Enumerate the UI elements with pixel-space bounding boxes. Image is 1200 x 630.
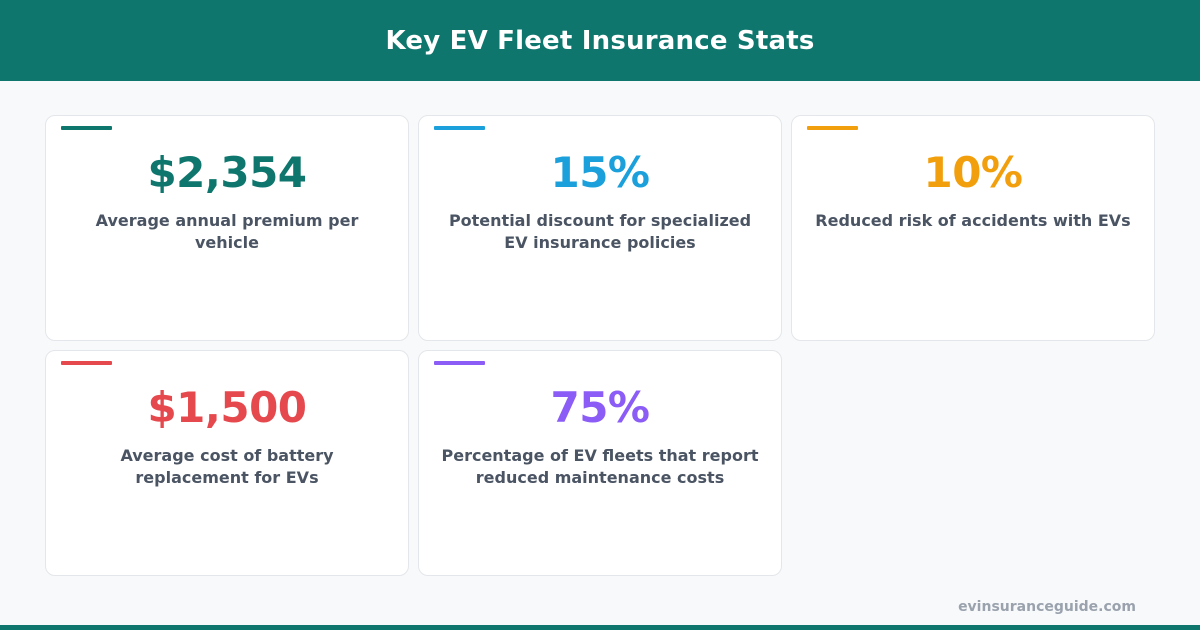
stat-label: Average annual premium per vehicle [95, 211, 359, 252]
stat-card-maintenance-costs: 75% Percentage of EV fleets that report … [418, 350, 782, 576]
accent-bar [434, 361, 485, 365]
stat-card-average-premium: $2,354 Average annual premium per vehicl… [45, 115, 409, 341]
accent-bar [61, 361, 112, 365]
stat-value: $1,500 [147, 383, 307, 432]
bottom-accent-bar [0, 625, 1200, 630]
stat-value: 15% [550, 148, 650, 197]
accent-bar [807, 126, 858, 130]
header-banner: Key EV Fleet Insurance Stats [0, 0, 1200, 81]
accent-bar [61, 126, 112, 130]
stat-card-battery-cost: $1,500 Average cost of battery replaceme… [45, 350, 409, 576]
stat-label: Average cost of battery replacement for … [120, 446, 334, 487]
stat-label: Percentage of EV fleets that report redu… [441, 446, 759, 487]
stat-value: 10% [923, 148, 1023, 197]
site-url: evinsuranceguide.com [958, 599, 1136, 615]
stats-grid: $2,354 Average annual premium per vehicl… [45, 115, 1155, 576]
stat-value: $2,354 [147, 148, 307, 197]
stat-card-policy-discount: 15% Potential discount for specialized E… [418, 115, 782, 341]
stat-card-accident-risk: 10% Reduced risk of accidents with EVs [791, 115, 1155, 341]
page-title: Key EV Fleet Insurance Stats [385, 25, 815, 56]
stat-label: Reduced risk of accidents with EVs [815, 211, 1131, 230]
stat-value: 75% [550, 383, 650, 432]
accent-bar [434, 126, 485, 130]
stat-label: Potential discount for specialized EV in… [448, 211, 752, 252]
